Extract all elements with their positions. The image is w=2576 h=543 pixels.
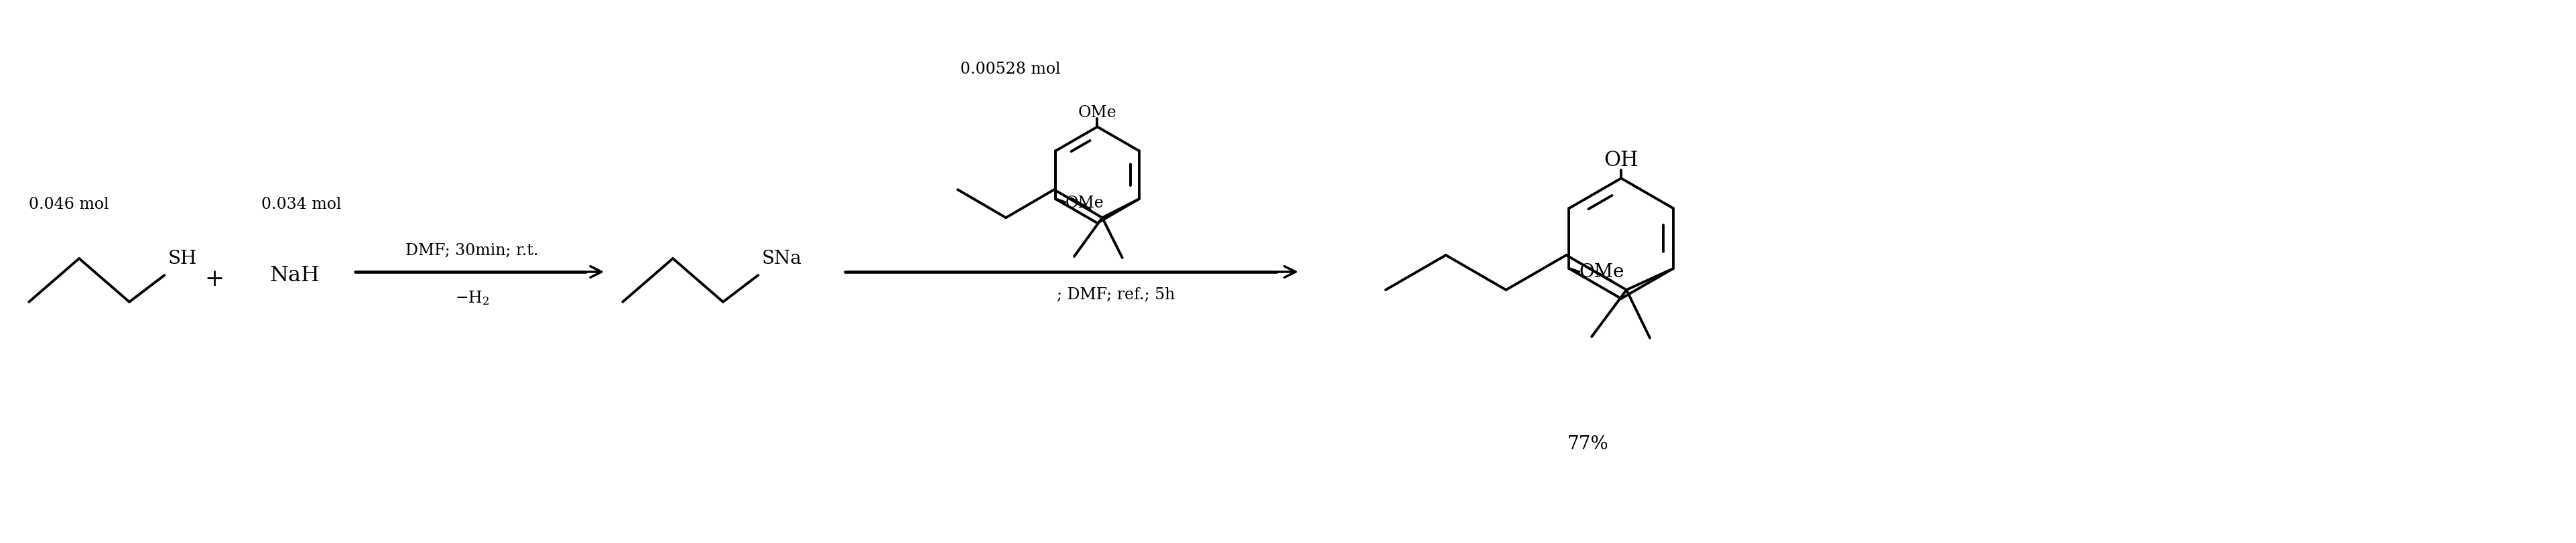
Text: +: + <box>206 268 224 290</box>
Text: OH: OH <box>1605 150 1638 171</box>
Text: 0.00528 mol: 0.00528 mol <box>961 62 1061 77</box>
Text: OMe: OMe <box>1064 195 1103 211</box>
Text: ; DMF; ref.; 5h: ; DMF; ref.; 5h <box>1056 287 1175 302</box>
Text: SNa: SNa <box>762 249 801 268</box>
Text: 77%: 77% <box>1566 434 1607 452</box>
Text: OMe: OMe <box>1579 263 1625 281</box>
Text: SH: SH <box>167 249 196 268</box>
Text: OMe: OMe <box>1077 105 1115 121</box>
Text: DMF; 30min; r.t.: DMF; 30min; r.t. <box>404 242 538 257</box>
Text: 0.034 mol: 0.034 mol <box>260 197 343 212</box>
Text: NaH: NaH <box>270 265 319 286</box>
Text: $-\mathregular{H_2}$: $-\mathregular{H_2}$ <box>456 289 489 306</box>
Text: 0.046 mol: 0.046 mol <box>28 197 108 212</box>
